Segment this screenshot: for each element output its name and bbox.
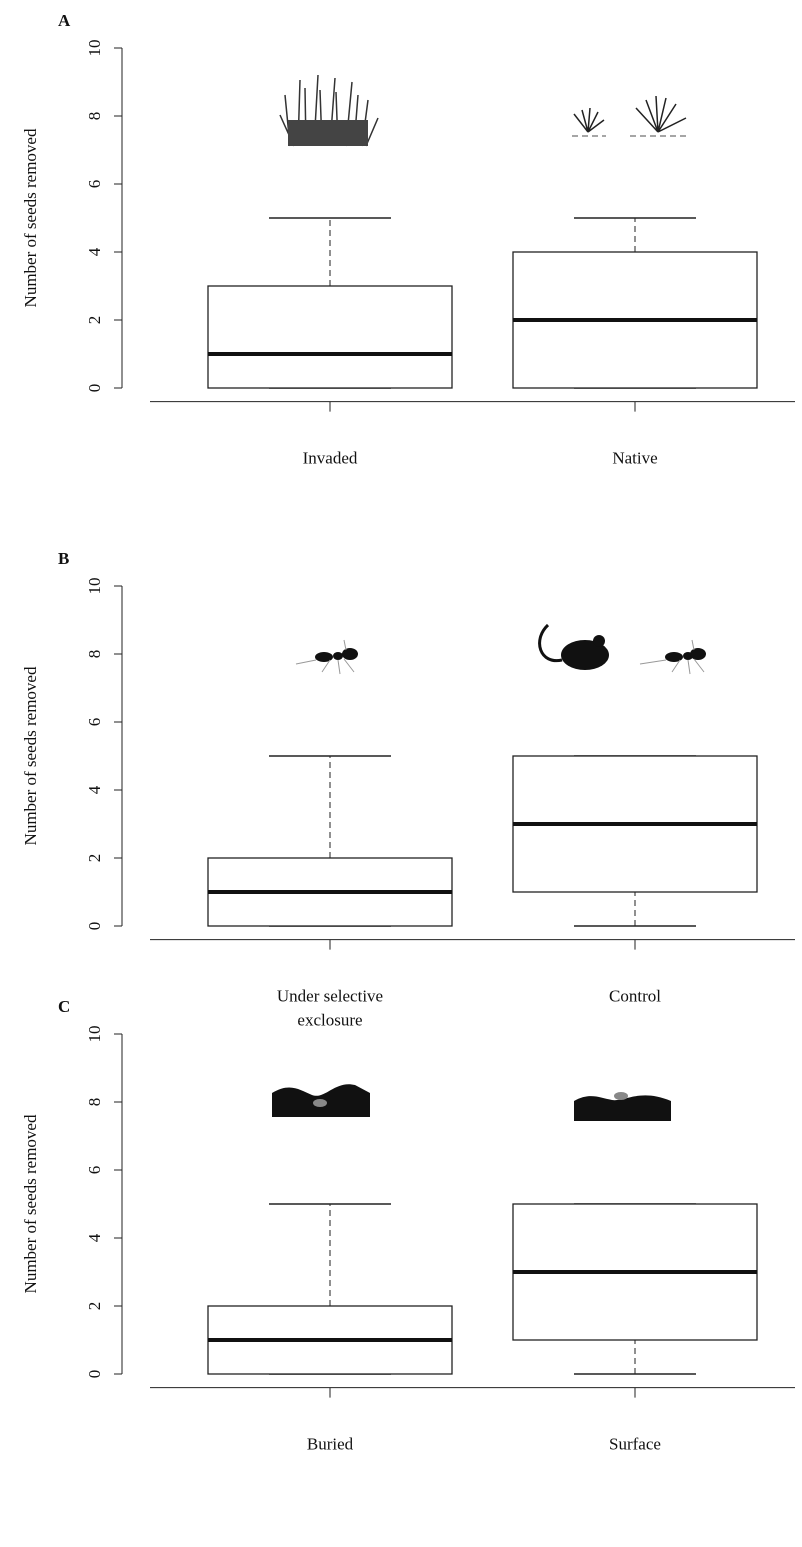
x-tick-label: Invaded (303, 449, 358, 468)
soil-surface-icon (574, 1092, 671, 1121)
box (208, 286, 452, 388)
grass-icon (280, 75, 378, 146)
x-tick-label: Control (609, 987, 661, 1006)
y-tick-label: 10 (85, 1026, 104, 1043)
y-tick-label: 0 (85, 1370, 104, 1379)
native-grass-icon (572, 96, 686, 136)
y-tick-label: 2 (85, 854, 104, 863)
panel-letter: B (58, 549, 69, 568)
soil-buried-icon (272, 1084, 370, 1117)
page: {"chart_data": [ {"type": "box", "panel"… (0, 0, 802, 1547)
y-tick-label: 2 (85, 1302, 104, 1311)
y-tick-label: 10 (85, 40, 104, 57)
y-tick-label: 10 (85, 578, 104, 595)
y-tick-label: 8 (85, 112, 104, 121)
x-tick-label: Buried (307, 1435, 354, 1454)
ant-icon (296, 640, 358, 674)
ant-icon (640, 640, 706, 674)
panel-letter: A (58, 11, 71, 30)
y-tick-label: 0 (85, 384, 104, 393)
y-tick-label: 8 (85, 650, 104, 659)
y-axis-label: Number of seeds removed (21, 1114, 40, 1293)
y-axis-label: Number of seeds removed (21, 666, 40, 845)
y-tick-label: 0 (85, 922, 104, 931)
y-tick-label: 2 (85, 316, 104, 325)
x-tick-label: Surface (609, 1435, 661, 1454)
y-tick-label: 4 (85, 1233, 104, 1242)
mouse-icon (540, 625, 609, 670)
y-tick-label: 6 (85, 180, 104, 189)
y-tick-label: 4 (85, 247, 104, 256)
y-axis-label: Number of seeds removed (21, 128, 40, 307)
y-tick-label: 6 (85, 718, 104, 727)
y-tick-label: 6 (85, 1166, 104, 1175)
x-tick-label: Native (612, 449, 657, 468)
panel-letter: C (58, 997, 70, 1016)
figure: A Number of seeds removed 0 2 4 6 8 10 Invaded Na… (0, 0, 802, 1547)
y-tick-label: 4 (85, 785, 104, 794)
y-tick-label: 8 (85, 1098, 104, 1107)
